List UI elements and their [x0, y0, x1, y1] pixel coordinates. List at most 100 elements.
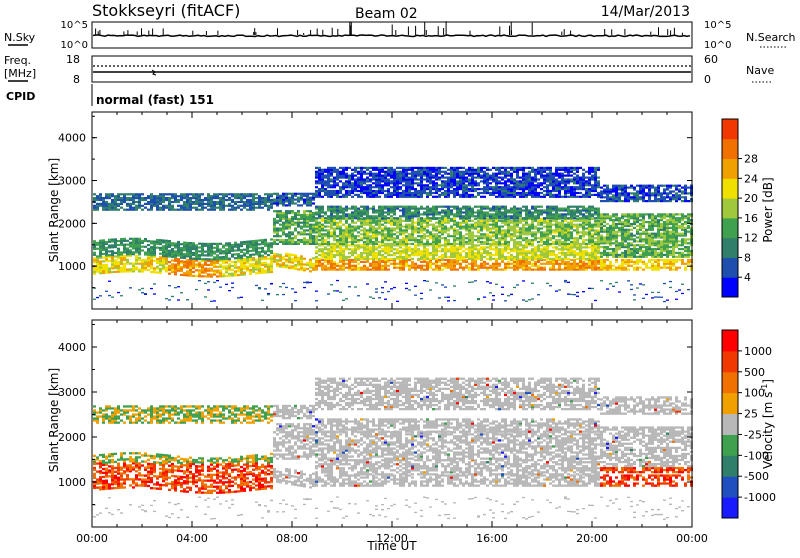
power-cell [168, 242, 171, 244]
power-cell [165, 267, 168, 269]
power-cell [459, 254, 462, 256]
power-cell [216, 195, 219, 197]
power-cell [150, 242, 153, 244]
power-cell [285, 226, 288, 228]
power-cell [495, 196, 498, 198]
power-cell [474, 224, 477, 226]
power-cell [489, 239, 492, 241]
power-cell [465, 188, 468, 190]
power-cell [117, 195, 120, 197]
power-cell [504, 190, 507, 192]
power-cell [528, 241, 531, 243]
power-cell [534, 254, 537, 256]
power-cell [252, 257, 255, 259]
power-cell [510, 188, 513, 190]
power-cell [405, 252, 408, 254]
power-speckle [303, 282, 306, 283]
power-cell [525, 237, 528, 239]
power-cell [207, 201, 210, 203]
power-cell [189, 205, 192, 207]
power-cell [465, 209, 468, 211]
power-cell [432, 209, 435, 211]
power-cell [480, 254, 483, 256]
power-cell [285, 220, 288, 222]
power-cell [372, 226, 375, 228]
power-cell [387, 178, 390, 180]
power-cell [102, 260, 105, 262]
power-cell [408, 227, 411, 229]
power-cell [420, 250, 423, 252]
power-cell [204, 203, 207, 205]
power-cell [549, 250, 552, 252]
power-cell [372, 227, 375, 229]
power-cell [360, 256, 363, 258]
power-cell [129, 209, 132, 211]
power-cell [492, 243, 495, 245]
power-cell [495, 169, 498, 171]
power-cell [162, 249, 165, 251]
power-cell [282, 231, 285, 233]
power-cell [534, 252, 537, 254]
power-cell [258, 239, 261, 241]
power-cell [354, 178, 357, 180]
power-cell [246, 262, 249, 264]
power-cell [456, 213, 459, 215]
power-cell [210, 253, 213, 255]
power-cell [519, 215, 522, 217]
power-cell [222, 267, 225, 269]
power-cell [501, 243, 504, 245]
power-cell [270, 199, 273, 201]
power-cell [99, 253, 102, 255]
power-cell [342, 248, 345, 250]
power-cell [186, 263, 189, 265]
power-cell [192, 201, 195, 203]
power-cell [540, 188, 543, 190]
power-cell [405, 239, 408, 241]
power-cell [243, 193, 246, 195]
power-cell [537, 237, 540, 239]
power-cell [390, 220, 393, 222]
power-cell [252, 246, 255, 248]
power-cell [297, 226, 300, 228]
power-cell [189, 269, 192, 271]
power-cell [420, 256, 423, 258]
power-cell [246, 199, 249, 201]
power-cell [543, 241, 546, 243]
power-cell [273, 222, 276, 224]
power-cell [438, 167, 441, 169]
power-cell [381, 177, 384, 179]
power-cell [492, 186, 495, 188]
power-cell [342, 241, 345, 243]
power-cell [498, 248, 501, 250]
power-cell [525, 209, 528, 211]
power-speckle [357, 295, 360, 296]
power-cell [180, 205, 183, 207]
power-cell [114, 255, 117, 257]
power-cell [543, 220, 546, 222]
power-cell [171, 250, 174, 252]
power-cell [447, 235, 450, 237]
power-cell [114, 271, 117, 273]
power-cell [507, 194, 510, 196]
power-cell [318, 177, 321, 179]
power-cell [297, 197, 300, 199]
power-cell [435, 182, 438, 184]
power-cell [525, 252, 528, 254]
power-cell [366, 169, 369, 171]
power-cell [378, 188, 381, 190]
power-cell [375, 175, 378, 177]
power-cell [534, 239, 537, 241]
power-cell [465, 173, 468, 175]
power-cell [402, 239, 405, 241]
power-cell [519, 258, 522, 260]
power-cell [288, 222, 291, 224]
power-cell [357, 256, 360, 258]
power-cell [438, 196, 441, 198]
power-cell [417, 248, 420, 250]
power-speckle [408, 289, 411, 290]
power-cell [450, 243, 453, 245]
power-cell [288, 267, 291, 269]
power-cell [306, 262, 309, 264]
power-cell [102, 264, 105, 266]
power-cell [531, 269, 534, 271]
